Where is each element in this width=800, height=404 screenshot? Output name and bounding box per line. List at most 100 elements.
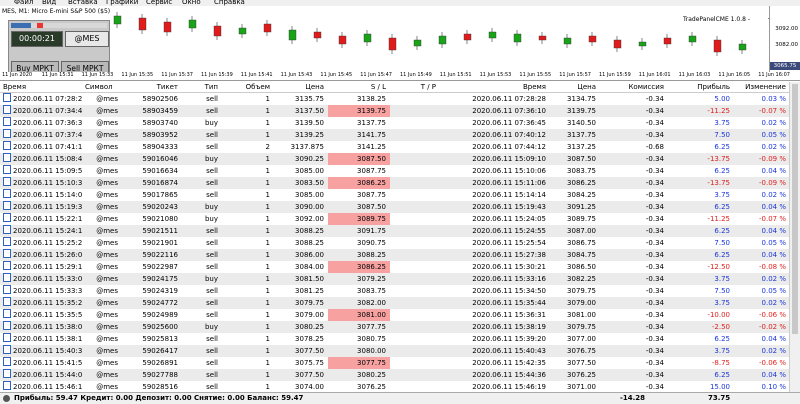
column-header[interactable]: T / P (390, 82, 440, 93)
table-cell: buy (182, 321, 222, 333)
table-cell: 58903740 (142, 118, 178, 127)
table-row[interactable]: 2020.06.11 15:26:01 @mes 59022116 sell 1 3086… (0, 249, 790, 261)
table-cell: 1 (222, 345, 274, 357)
table-cell: 3087.75 (357, 190, 386, 199)
table-cell: 3084.25 (567, 190, 596, 199)
table-cell: 2020.06.11 15:14:14 (472, 190, 546, 199)
deal-icon (3, 129, 11, 138)
table-row[interactable]: 2020.06.11 15:25:26 @mes 59021901 sell 1 3088… (0, 237, 790, 249)
table-cell: 1 (265, 382, 270, 391)
column-header[interactable]: S / L (328, 82, 390, 93)
table-row[interactable]: 2020.06.11 15:33:05 @mes 59024175 buy 1 3081.… (0, 273, 790, 285)
table-cell: 3086.25 (328, 177, 390, 189)
table-cell: -0.08 % (759, 262, 786, 271)
table-row[interactable]: 2020.06.11 07:28:21 @mes 58902506 sell 1 3135… (0, 93, 790, 106)
table-row[interactable]: 2020.06.11 15:33:32 @mes 59024319 sell 1 3081… (0, 285, 790, 297)
table-row[interactable]: 2020.06.11 07:37:49 @mes 58903952 sell 1 3139… (0, 129, 790, 141)
table-cell: 3075.75 (295, 358, 324, 367)
table-cell: 2020.06.11 15:25:54 (472, 238, 546, 247)
table-cell (390, 213, 440, 225)
menu-item[interactable]: Окно (182, 0, 201, 6)
table-row[interactable]: 2020.06.11 15:29:12 @mes 59022987 sell 1 3084… (0, 261, 790, 273)
table-cell: -0.34 (600, 345, 668, 357)
panel-header-button[interactable] (11, 23, 31, 28)
table-row[interactable]: 2020.06.11 15:46:12 @mes 59028516 sell 1 3074… (0, 381, 790, 393)
table-cell: 3090.75 (357, 238, 386, 247)
candle (238, 27, 247, 35)
scrollbar-thumb[interactable] (792, 84, 798, 334)
table-row[interactable]: 2020.06.11 15:09:55 @mes 59016634 sell 1 3085… (0, 165, 790, 177)
column-header[interactable]: Символ (82, 82, 122, 93)
table-cell: 3081.25 (295, 286, 324, 295)
table-row[interactable]: 2020.06.11 15:24:13 @mes 59021511 sell 1 3088… (0, 225, 790, 237)
table-cell: 3083.50 (274, 177, 328, 189)
deal-icon (3, 153, 11, 162)
time-axis: 11 Jun 2020 11 Jun 15:31 11 Jun 15:33 11 Ju… (0, 72, 800, 81)
candle (338, 35, 347, 45)
table-row[interactable]: 2020.06.11 15:19:31 @mes 59020243 buy 1 3090.… (0, 201, 790, 213)
price-chart[interactable]: MES, M1: Micro E-mini S&P 500 ($5) Trade… (0, 6, 800, 73)
candle (613, 39, 622, 49)
table-cell (390, 249, 440, 261)
table-cell: 3092.00 (295, 214, 324, 223)
table-row[interactable]: 2020.06.11 15:10:33 @mes 59016874 sell 1 3083… (0, 177, 790, 189)
time-label: 11 Jun 15:55 (519, 72, 552, 78)
table-cell: buy (182, 153, 222, 165)
menu-item[interactable]: Вид (42, 0, 57, 6)
menu-item[interactable]: Сервис (146, 0, 173, 6)
table-cell: @mes (96, 334, 118, 343)
column-header[interactable]: Комиссия (600, 82, 668, 93)
menu-item[interactable]: Вставка (68, 0, 98, 6)
table-row[interactable]: 2020.06.11 15:41:50 @mes 59026891 sell 1 3075… (0, 357, 790, 369)
table-cell: 1 (265, 94, 270, 103)
table-row[interactable]: 2020.06.11 15:44:09 @mes 59027788 sell 1 3077… (0, 369, 790, 381)
column-header[interactable]: Объем (222, 82, 274, 93)
table-cell (390, 201, 440, 213)
table-row[interactable]: 2020.06.11 07:41:15 @mes 58904333 sell 2 3137… (0, 141, 790, 153)
table-cell: 3077.50 (567, 358, 596, 367)
table-cell: 1 (222, 273, 274, 285)
table-row[interactable]: 2020.06.11 07:36:33 @mes 58903740 buy 1 3139.… (0, 117, 790, 129)
column-header[interactable]: Время (440, 82, 550, 93)
column-header[interactable]: Тип (182, 82, 222, 93)
menu-item[interactable]: Графики (106, 0, 139, 6)
column-header[interactable]: Изменение (734, 82, 790, 93)
table-row[interactable]: 2020.06.11 15:38:00 @mes 59025600 buy 1 3080.… (0, 321, 790, 333)
table-cell: 3084.00 (295, 262, 324, 271)
table-row[interactable]: 2020.06.11 15:22:12 @mes 59021080 buy 1 3092.… (0, 213, 790, 225)
column-header[interactable]: Прибыль (668, 82, 734, 93)
table-cell: 3089.75 (567, 214, 596, 223)
table-cell: 1 (265, 214, 270, 223)
table-row[interactable]: 2020.06.11 07:34:46 @mes 58903459 sell 1 3137… (0, 105, 790, 117)
table-cell: 59024772 (122, 297, 182, 309)
menu-item[interactable]: Справка (214, 0, 245, 6)
sell-market-button[interactable]: Sell МРКТ (61, 61, 109, 72)
table-cell: 3135.75 (295, 94, 324, 103)
table-cell: @mes (82, 345, 122, 357)
table-cell: 2020.06.11 15:46:19 (472, 382, 546, 391)
table-cell: 3.75 (714, 118, 730, 127)
table-row[interactable]: 2020.06.11 15:40:34 @mes 59026417 sell 1 3077… (0, 345, 790, 357)
menu-item[interactable]: Файл (14, 0, 34, 6)
table-cell: 59026891 (142, 358, 178, 367)
symbol-button[interactable]: @MES (65, 31, 109, 47)
table-cell: -0.34 (645, 286, 664, 295)
column-header[interactable]: Время (0, 82, 82, 93)
table-cell: @mes (96, 358, 118, 367)
column-header[interactable]: Цена (274, 82, 328, 93)
table-row[interactable]: 2020.06.11 15:38:10 @mes 59025813 sell 1 3078… (0, 333, 790, 345)
table-cell (390, 189, 440, 201)
table-cell: -0.34 (600, 273, 668, 285)
close-icon[interactable] (37, 23, 43, 28)
table-row[interactable]: 2020.06.11 15:14:01 @mes 59017865 sell 1 3085… (0, 189, 790, 201)
table-row[interactable]: 2020.06.11 15:35:23 @mes 59024772 sell 1 3079… (0, 297, 790, 309)
column-header[interactable]: Тикет (122, 82, 182, 93)
table-row[interactable]: 2020.06.11 15:35:52 @mes 59024989 sell 1 3079… (0, 309, 790, 321)
buy-market-button[interactable]: Buy МРКТ (11, 61, 59, 72)
table-cell: @mes (82, 153, 122, 165)
table-cell: 1 (222, 225, 274, 237)
table-cell: 2020.06.11 07:36:10 (440, 105, 550, 117)
vertical-scrollbar[interactable] (789, 82, 800, 392)
column-header[interactable]: Цена (550, 82, 600, 93)
table-row[interactable]: 2020.06.11 15:08:48 @mes 59016046 buy 1 3090.… (0, 153, 790, 165)
